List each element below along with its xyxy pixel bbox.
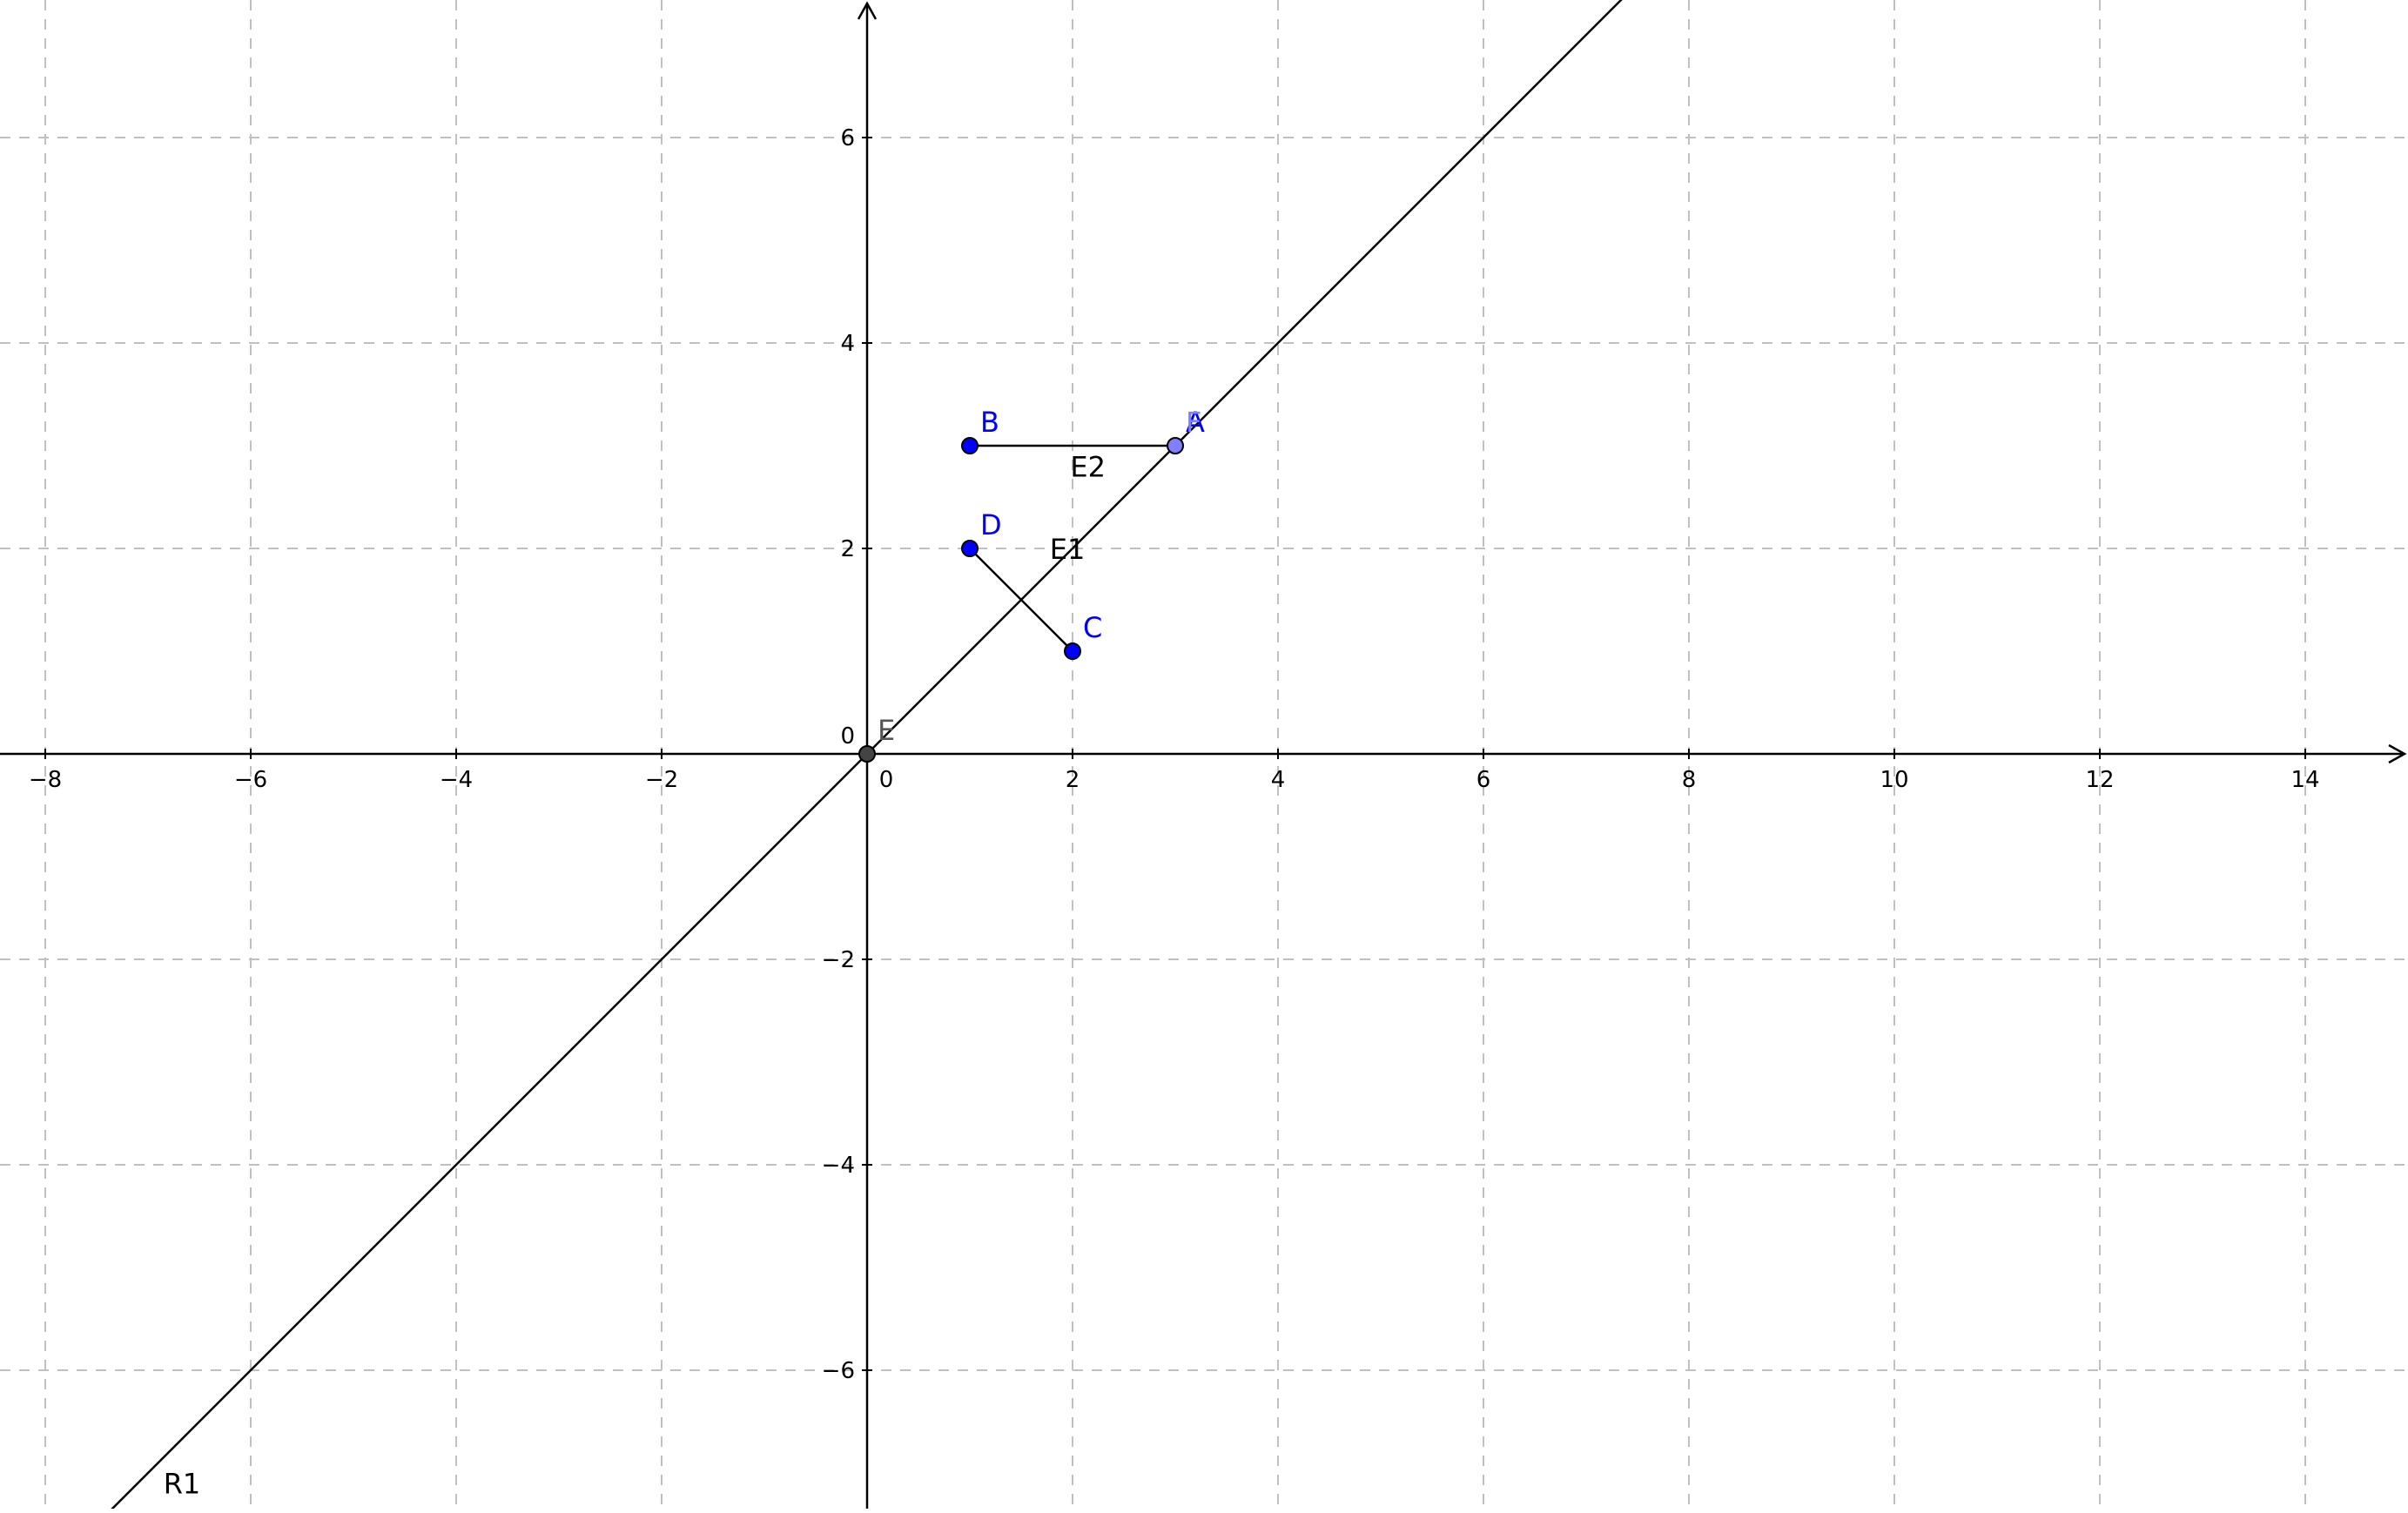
y-tick-label: −2 <box>822 947 855 973</box>
x-tick-label: 6 <box>1476 767 1491 793</box>
x-tick-label: −2 <box>645 767 678 793</box>
y-tick-label: 4 <box>840 331 855 357</box>
x-tick-label: −4 <box>440 767 473 793</box>
points <box>858 437 1184 763</box>
point-d[interactable] <box>961 540 979 557</box>
x-tick-label: 14 <box>2290 767 2319 793</box>
point-label: C <box>1083 611 1102 644</box>
x-tick-label: 0 <box>879 767 894 793</box>
y-tick-label: 6 <box>840 125 855 151</box>
y-tick-label: 2 <box>840 536 855 562</box>
x-tick-label: 4 <box>1271 767 1286 793</box>
point-label-overlap: F <box>1186 406 1201 439</box>
x-tick-label: 2 <box>1066 767 1080 793</box>
point-label: A <box>1186 406 1205 439</box>
x-axis-arrow <box>2388 743 2407 764</box>
line-label: R1 <box>164 1468 201 1501</box>
x-tick-label: 8 <box>1682 767 1697 793</box>
tick-labels: −8 −6 −4 −2 0 2 4 6 8 10 12 14 −6 −4 −2 2 4 6 0 <box>29 125 2320 1384</box>
x-tick-label: 10 <box>1880 767 1908 793</box>
point-label: D <box>980 508 1002 541</box>
segment-label: E2 <box>1070 450 1106 483</box>
x-tick-label: −6 <box>234 767 267 793</box>
y-axis-arrow <box>857 1 878 20</box>
segment-label: E1 <box>1050 533 1086 566</box>
origin-label: 0 <box>840 723 855 750</box>
y-tick-label: −4 <box>822 1153 855 1179</box>
segments <box>969 444 1175 652</box>
x-tick-label: −8 <box>29 767 62 793</box>
y-tick-label: −6 <box>822 1358 855 1384</box>
point-label: B <box>980 406 999 439</box>
object-labels: R1 E2 E1 A B C D E F <box>164 406 1205 1501</box>
x-tick-label: 12 <box>2085 767 2114 793</box>
point-a[interactable] <box>1167 437 1184 454</box>
segment-e1[interactable] <box>969 548 1073 652</box>
point-label: E <box>878 714 895 747</box>
point-c[interactable] <box>1064 642 1081 660</box>
point-e[interactable] <box>858 745 876 763</box>
point-b[interactable] <box>961 437 979 454</box>
